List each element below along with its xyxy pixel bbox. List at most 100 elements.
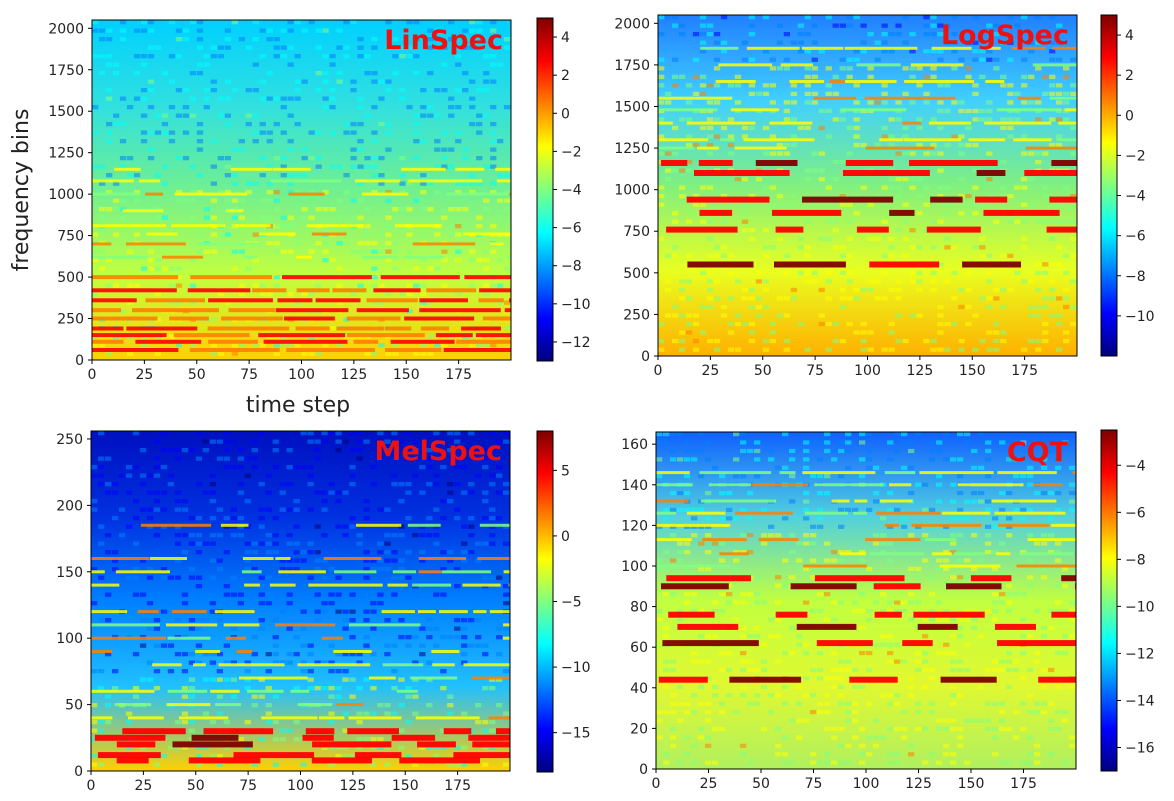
y-tick-label: 1250 — [614, 141, 650, 157]
colorbar-tick-label: 2 — [1125, 68, 1134, 84]
x-tick-label: 125 — [907, 363, 934, 379]
x-tick-label: 125 — [905, 776, 932, 792]
colorbar-tick-label: −10 — [561, 297, 591, 313]
colorbar-tick-label: −6 — [1125, 229, 1146, 245]
x-tick-label: 25 — [701, 363, 719, 379]
colorbar-tick-label: −5 — [561, 595, 582, 611]
heatmap-area — [658, 15, 1077, 356]
x-tick-label: 125 — [341, 367, 368, 383]
colorbar-tick-label: 0 — [1125, 108, 1134, 124]
colorbar-tick-label: 4 — [561, 30, 570, 46]
colorbar-tick-label: −2 — [1125, 148, 1146, 164]
colorbar-tick-label: 2 — [561, 68, 570, 84]
y-tick-label: 160 — [621, 437, 648, 453]
x-tick-label: 0 — [87, 778, 96, 794]
colorbar-tick-label: −10 — [561, 660, 591, 676]
colorbar — [536, 17, 554, 362]
heatmap-area — [92, 20, 511, 360]
x-tick-label: 25 — [134, 778, 152, 794]
x-tick-label: 0 — [654, 363, 663, 379]
panel-title: LinSpec — [384, 25, 503, 56]
x-tick-label: 175 — [1010, 776, 1037, 792]
y-tick-label: 1500 — [48, 104, 84, 120]
x-tick-label: 175 — [444, 778, 471, 794]
panel-cqt: 0 25 50 75 100 125 150 175 0 20 40 60 80 100 120 140 160… — [621, 429, 1155, 792]
x-tick-label: 150 — [393, 367, 420, 383]
y-tick-label: 20 — [630, 721, 648, 737]
colorbar-tick-label: −4 — [1125, 458, 1146, 474]
panel-title: CQT — [1007, 437, 1069, 468]
colorbar-tick-label: 4 — [1125, 28, 1134, 44]
x-tick-label: 175 — [445, 367, 472, 383]
y-tick-label: 140 — [621, 478, 648, 494]
colorbar-tick-label: 0 — [561, 106, 570, 122]
x-tick-label: 100 — [288, 367, 315, 383]
y-tick-label: 1750 — [614, 58, 650, 74]
y-tick-label: 250 — [56, 432, 83, 448]
x-tick-label: 75 — [805, 776, 823, 792]
x-tick-label: 150 — [392, 778, 419, 794]
x-axis-label: time step — [246, 393, 350, 418]
y-tick-label: 750 — [57, 229, 84, 245]
colorbar-tick-label: −6 — [1125, 505, 1146, 521]
heatmap-area — [91, 431, 510, 771]
colorbar-tick-label: −16 — [1125, 740, 1155, 756]
colorbar-tick-label: −10 — [1125, 599, 1155, 615]
y-tick-label: 2000 — [614, 16, 650, 32]
panel-logspec: 0 25 50 75 100 125 150 175025050075010001250150… — [614, 14, 1155, 379]
colorbar-tick-label: −12 — [1125, 646, 1155, 662]
colorbar-tick-label: −4 — [1125, 189, 1146, 205]
x-tick-label: 25 — [135, 367, 153, 383]
x-tick-label: 50 — [754, 363, 772, 379]
colorbar-tick-label: −8 — [561, 259, 582, 275]
y-tick-label: 750 — [623, 224, 650, 240]
colorbar-tick-label: 5 — [561, 463, 570, 479]
x-tick-label: 75 — [806, 363, 824, 379]
y-tick-label: 250 — [623, 307, 650, 323]
y-tick-label: 1500 — [614, 99, 650, 115]
colorbar-tick-label: −2 — [561, 144, 582, 160]
colorbar — [1100, 429, 1118, 772]
colorbar-tick-label: −15 — [561, 726, 591, 742]
colorbar-tick-label: −8 — [1125, 269, 1146, 285]
panels-group: 0 25 50 75 100 125 150 175025050075010001250150… — [48, 14, 1155, 794]
colorbar — [1100, 14, 1118, 357]
colorbar-tick-label: −14 — [1125, 693, 1155, 709]
x-tick-label: 100 — [854, 363, 881, 379]
colorbar-tick-label: 0 — [561, 529, 570, 545]
x-tick-label: 100 — [287, 778, 314, 794]
y-tick-label: 80 — [630, 600, 648, 616]
y-tick-label: 250 — [57, 312, 84, 328]
panel-title: MelSpec — [374, 436, 502, 467]
x-tick-label: 175 — [1011, 363, 1038, 379]
heatmap-area — [656, 432, 1076, 769]
x-tick-label: 25 — [700, 776, 718, 792]
y-tick-label: 50 — [65, 698, 83, 714]
panel-linspec: 0 25 50 75 100 125 150 175025050075010001250150… — [48, 17, 591, 383]
y-tick-label: 60 — [630, 640, 648, 656]
y-tick-label: 1000 — [614, 183, 650, 199]
y-tick-label: 0 — [74, 764, 83, 780]
x-tick-label: 125 — [340, 778, 367, 794]
x-tick-label: 75 — [240, 367, 258, 383]
y-tick-label: 500 — [57, 270, 84, 286]
x-tick-label: 150 — [958, 776, 985, 792]
y-tick-label: 200 — [56, 498, 83, 514]
x-tick-label: 0 — [88, 367, 97, 383]
y-tick-label: 150 — [56, 565, 83, 581]
colorbar-tick-label: −12 — [561, 335, 591, 351]
y-tick-label: 1000 — [48, 187, 84, 203]
y-tick-label: 500 — [623, 266, 650, 282]
y-tick-label: 0 — [75, 353, 84, 369]
x-tick-label: 50 — [752, 776, 770, 792]
y-tick-label: 100 — [56, 631, 83, 647]
y-tick-label: 120 — [621, 518, 648, 534]
colorbar — [536, 430, 554, 773]
x-tick-label: 50 — [187, 778, 205, 794]
y-tick-label: 100 — [621, 559, 648, 575]
heatmap-background — [92, 20, 511, 360]
colorbar-tick-label: −4 — [561, 183, 582, 199]
x-tick-label: 50 — [188, 367, 206, 383]
